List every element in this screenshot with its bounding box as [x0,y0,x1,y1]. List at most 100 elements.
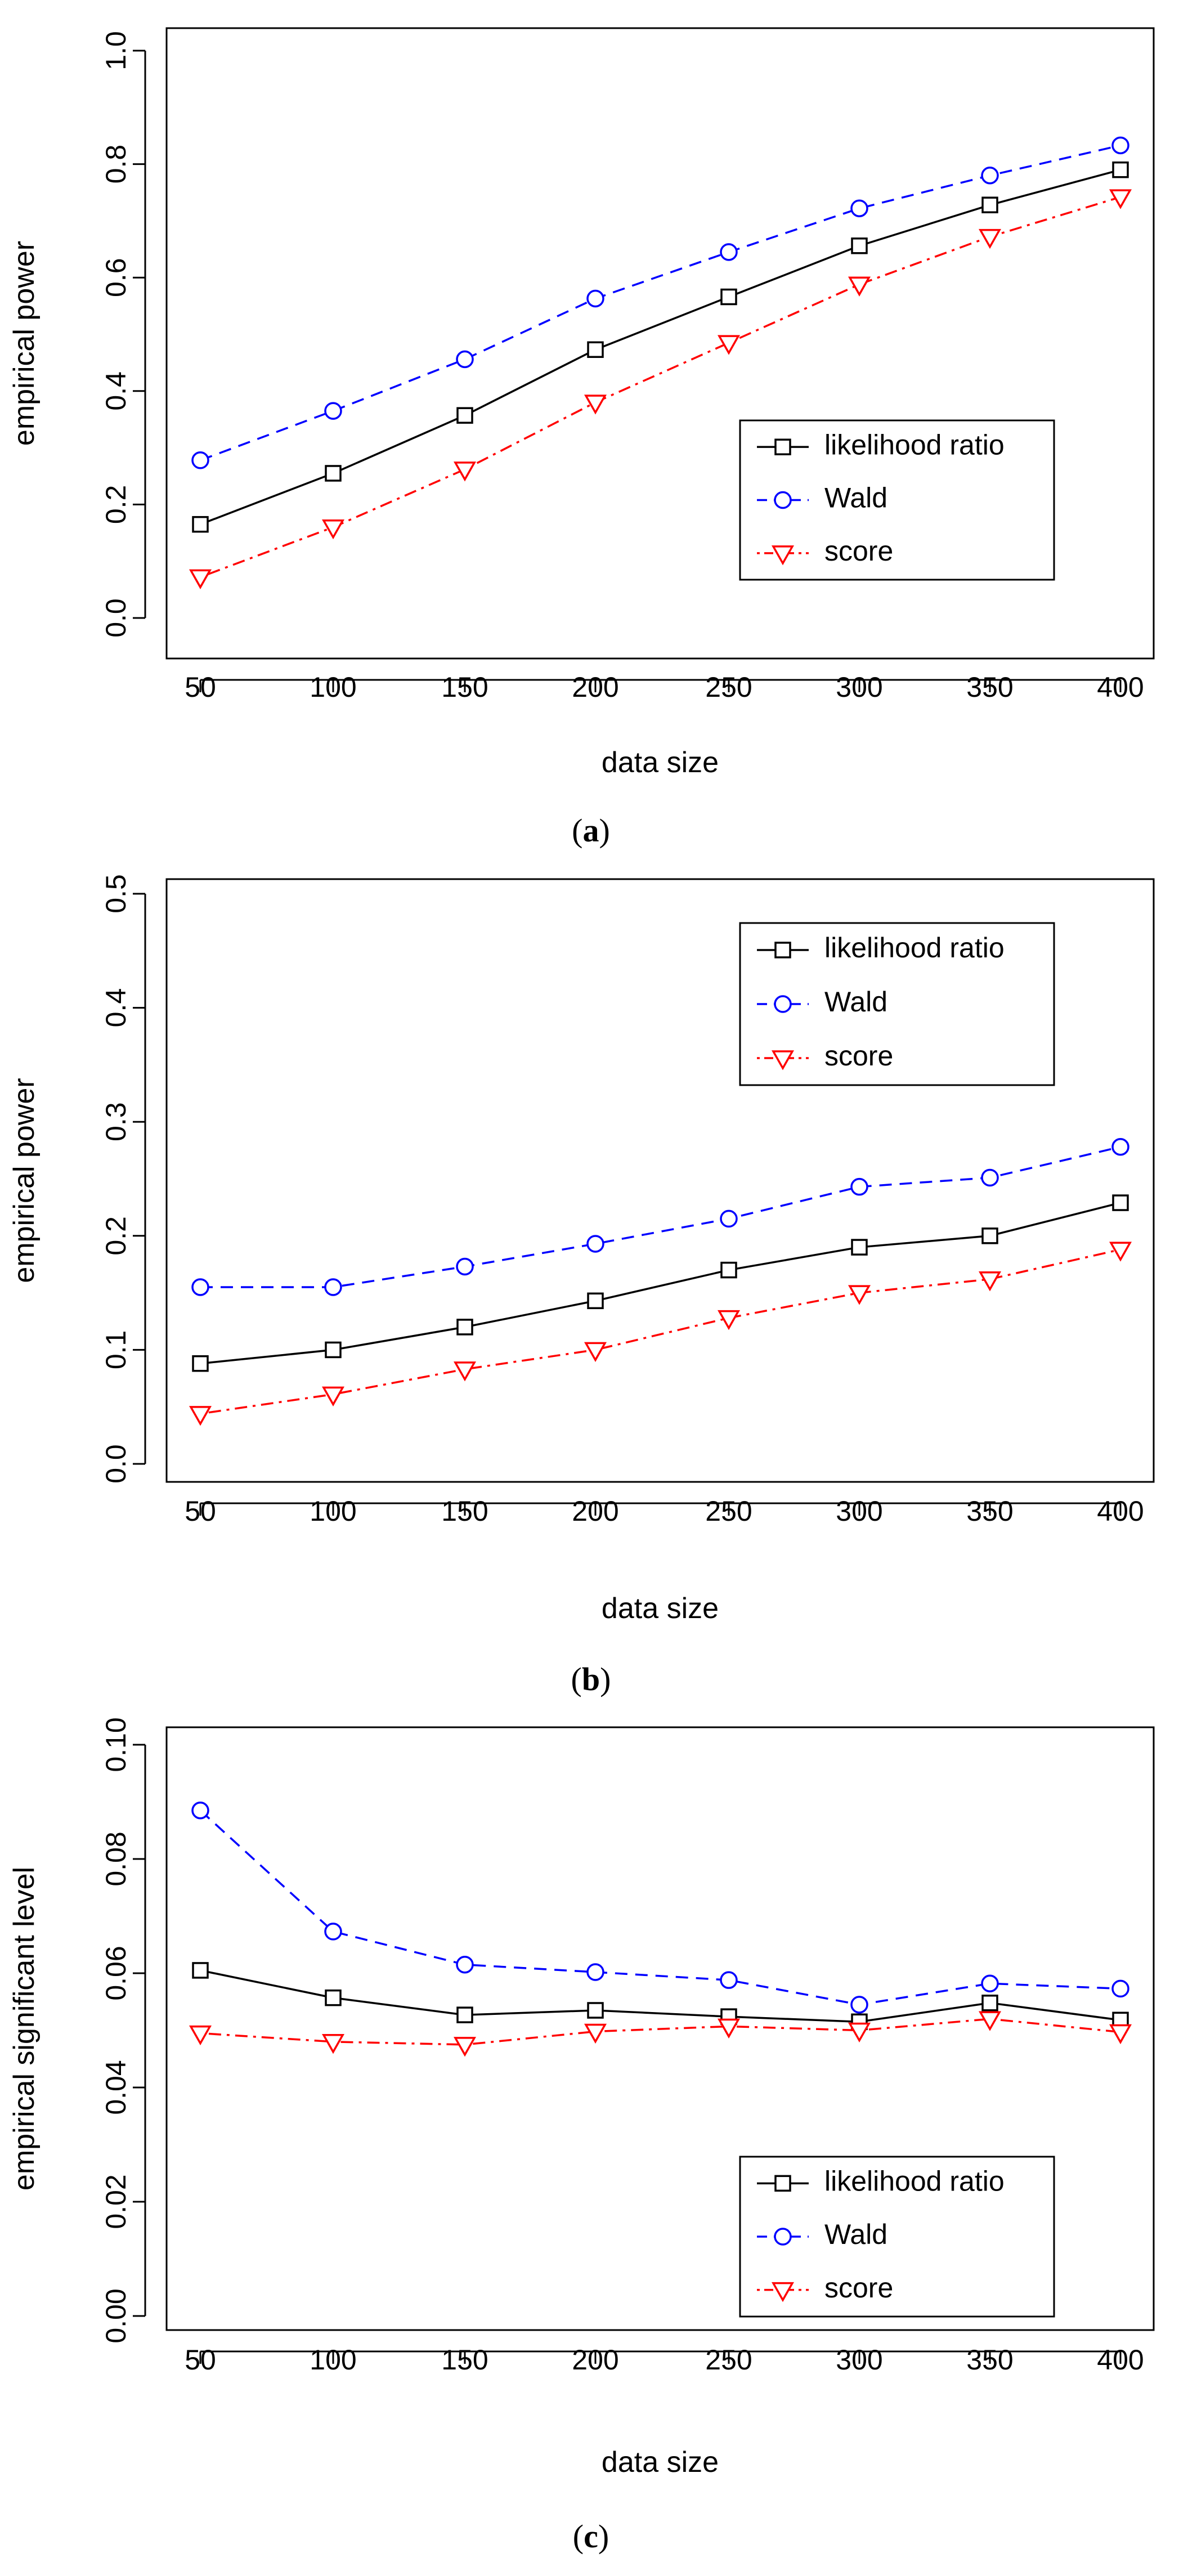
y-tick-label: 0.1 [100,1330,132,1370]
y-tick-label: 0.4 [100,371,132,411]
y-tick-label: 0.6 [100,258,132,297]
data-point-wald [456,350,474,369]
chart-panel-c: 0.00 0.02 0.04 0.06 0.08 0.10 50 100 150 200 250 30… [8,1717,1155,2555]
y-tick-label: 0.10 [100,1717,132,1772]
plot-frame [165,27,1155,660]
panel-caption: (c) [573,2518,609,2555]
data-point-likelihood-ratio [587,341,604,358]
legend-label: likelihood ratio [824,2166,1005,2197]
chart-panel-b: 0.0 0.1 0.2 0.3 0.4 0.5 50 100 150 200 250 300 350 40… [8,874,1155,1697]
x-tick-label: 150 [441,1495,488,1527]
data-point-likelihood-ratio [456,2006,473,2023]
y-tick-label: 0.4 [100,988,132,1028]
legend-marker [771,1050,795,1070]
legend-label: score [824,535,893,567]
x-axis-label: data size [602,1592,719,1625]
data-point-score [848,1285,871,1305]
data-point-score [584,395,607,415]
y-tick-label: 0.06 [100,1946,132,2000]
legend-marker [774,2228,792,2246]
data-point-score [978,229,1002,249]
x-tick-label: 50 [185,1495,216,1527]
data-point-likelihood-ratio [851,238,868,254]
data-point-score [189,569,212,589]
data-point-wald [981,1168,999,1187]
data-point-likelihood-ratio [720,288,737,306]
data-point-wald [456,1956,474,1974]
legend-marker [774,491,792,509]
data-point-likelihood-ratio [325,465,342,482]
legend-label: likelihood ratio [824,429,1005,460]
data-point-wald [1111,136,1129,155]
data-point-score [321,2034,345,2054]
data-point-score [717,335,741,355]
x-tick-label: 100 [310,1495,356,1527]
data-point-wald [586,1963,604,1981]
data-point-likelihood-ratio [1112,161,1129,178]
data-point-likelihood-ratio [981,1995,998,2011]
y-tick-label: 0.0 [100,598,132,638]
data-point-score [1109,1242,1132,1262]
data-point-likelihood-ratio [192,516,209,533]
data-point-score [453,2037,477,2057]
x-axis-label: data size [602,746,719,779]
legend-label: score [824,2272,893,2304]
x-tick-label: 250 [705,1495,752,1527]
legend-marker [771,2282,795,2302]
series-line-likelihood-ratio [200,1202,1121,1365]
data-point-score [978,1271,1002,1292]
x-tick-label: 50 [185,2344,216,2376]
x-tick-label: 350 [966,1495,1013,1527]
data-point-likelihood-ratio [720,1261,737,1279]
data-point-score [584,1342,607,1362]
legend-marker [774,942,791,958]
data-point-score [584,2023,607,2044]
data-point-likelihood-ratio [456,407,473,424]
data-point-wald [456,1257,474,1276]
data-point-score [978,2011,1002,2031]
data-point-score [321,1386,345,1406]
data-point-likelihood-ratio [192,1962,209,1979]
legend: likelihood ratio Wald score [739,419,1055,581]
y-tick-label: 0.08 [100,1831,132,1886]
data-point-score [321,519,345,540]
series-line-score [200,1248,1121,1415]
chart-panel-a: 0.0 0.2 0.4 0.6 0.8 1.0 50 100 150 200 250 300 350 40… [8,27,1155,849]
y-tick-label: 0.8 [100,145,132,184]
data-point-likelihood-ratio [325,1341,342,1359]
series-line-score [200,196,1121,579]
data-point-likelihood-ratio [981,196,998,213]
data-point-wald [191,1801,209,1820]
data-point-score [453,1361,477,1382]
data-point-score [189,1406,212,1426]
data-point-score [717,1310,741,1330]
x-tick-label: 200 [572,1495,618,1527]
panel-caption: (a) [572,812,610,849]
data-point-wald [324,1923,342,1941]
x-tick-label: 300 [836,671,882,703]
data-point-wald [191,451,209,469]
y-tick-label: 0.2 [100,1216,132,1256]
series-line-likelihood-ratio [200,1969,1121,2023]
x-tick-label: 250 [705,671,752,703]
y-axis-label: empirical power [8,1078,41,1283]
x-tick-label: 50 [185,671,216,703]
series-line-likelihood-ratio [200,168,1121,526]
plot-frame [165,878,1155,1483]
data-point-score [717,2018,741,2039]
legend-marker [774,995,792,1013]
x-tick-label: 200 [572,671,618,703]
data-point-likelihood-ratio [325,1989,342,2006]
data-point-wald [324,402,342,420]
plot-frame [165,1726,1155,2331]
x-tick-label: 350 [966,671,1013,703]
y-tick-label: 1.0 [100,31,132,70]
legend-marker [771,545,795,566]
legend-label: score [824,1040,893,1072]
data-point-score [1109,189,1132,209]
data-point-wald [720,243,738,261]
data-point-wald [324,1278,342,1296]
y-tick-label: 0.0 [100,1444,132,1484]
x-tick-label: 150 [441,2344,488,2376]
